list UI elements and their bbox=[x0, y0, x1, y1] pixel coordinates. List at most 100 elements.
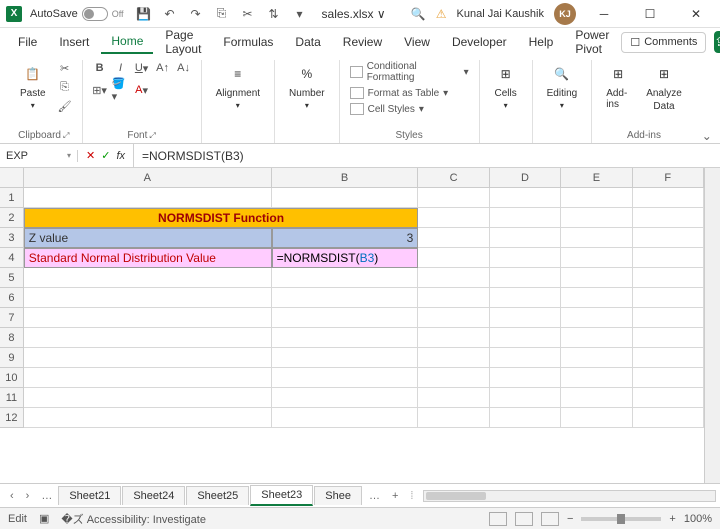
cell-F5[interactable] bbox=[633, 268, 704, 288]
select-all-corner[interactable] bbox=[0, 168, 24, 188]
row-header-8[interactable]: 8 bbox=[0, 328, 24, 348]
cell-F12[interactable] bbox=[633, 408, 704, 428]
col-header-F[interactable]: F bbox=[633, 168, 704, 188]
tab-nav-next[interactable]: › bbox=[20, 490, 36, 502]
cell-A11[interactable] bbox=[24, 388, 272, 408]
cell-E2[interactable] bbox=[561, 208, 632, 228]
cell-E11[interactable] bbox=[561, 388, 632, 408]
col-header-A[interactable]: A bbox=[24, 168, 272, 188]
tab-file[interactable]: File bbox=[8, 31, 47, 53]
cell-D7[interactable] bbox=[490, 308, 561, 328]
cell-A12[interactable] bbox=[24, 408, 272, 428]
row-header-7[interactable]: 7 bbox=[0, 308, 24, 328]
col-header-C[interactable]: C bbox=[418, 168, 489, 188]
row-header-10[interactable]: 10 bbox=[0, 368, 24, 388]
format-as-table-button[interactable]: Format as Table ▾ bbox=[348, 86, 471, 100]
cell-E1[interactable] bbox=[561, 188, 632, 208]
addins-button[interactable]: ⊞ Add-ins bbox=[600, 60, 636, 112]
cut-button[interactable]: ✂ bbox=[56, 60, 74, 76]
row-header-2[interactable]: 2 bbox=[0, 208, 24, 228]
cell-C3[interactable] bbox=[418, 228, 489, 248]
alignment-button[interactable]: ≡ Alignment ▾ bbox=[210, 60, 266, 112]
share-button[interactable]: ⇪▾ bbox=[714, 31, 720, 53]
cell-B11[interactable] bbox=[272, 388, 419, 408]
sheet-tab-partial[interactable]: Shee bbox=[314, 486, 362, 505]
cell-A4[interactable]: Standard Normal Distribution Value bbox=[24, 248, 272, 268]
cell-E5[interactable] bbox=[561, 268, 632, 288]
cell-F10[interactable] bbox=[633, 368, 704, 388]
copy-icon[interactable]: ⎘ bbox=[214, 6, 230, 22]
underline-button[interactable]: U▾ bbox=[133, 60, 151, 76]
tab-help[interactable]: Help bbox=[519, 31, 564, 53]
cell-D4[interactable] bbox=[490, 248, 561, 268]
sheet-tab-25[interactable]: Sheet25 bbox=[186, 486, 249, 505]
cell-B10[interactable] bbox=[272, 368, 419, 388]
col-header-B[interactable]: B bbox=[272, 168, 419, 188]
cell-F11[interactable] bbox=[633, 388, 704, 408]
decrease-font-button[interactable]: A↓ bbox=[175, 60, 193, 76]
maximize-button[interactable]: ☐ bbox=[632, 0, 668, 28]
grid[interactable]: A B C D E F 1 2NORMSDIST Function 3Z val… bbox=[0, 168, 704, 483]
cell-B1[interactable] bbox=[272, 188, 419, 208]
cell-C12[interactable] bbox=[418, 408, 489, 428]
cut-icon[interactable]: ✂ bbox=[240, 6, 256, 22]
cell-D5[interactable] bbox=[490, 268, 561, 288]
cell-E4[interactable] bbox=[561, 248, 632, 268]
conditional-formatting-button[interactable]: Conditional Formatting ▾ bbox=[348, 60, 471, 84]
border-button[interactable]: ⊞▾ bbox=[91, 82, 109, 98]
new-sheet-button[interactable]: + bbox=[386, 490, 404, 502]
cell-F7[interactable] bbox=[633, 308, 704, 328]
cell-B9[interactable] bbox=[272, 348, 419, 368]
cell-C1[interactable] bbox=[418, 188, 489, 208]
cell-E6[interactable] bbox=[561, 288, 632, 308]
italic-button[interactable]: I bbox=[112, 60, 130, 76]
cell-B5[interactable] bbox=[272, 268, 419, 288]
bold-button[interactable]: B bbox=[91, 60, 109, 76]
cell-A2-B2-merged[interactable]: NORMSDIST Function bbox=[24, 208, 418, 228]
cancel-formula-icon[interactable]: ✕ bbox=[86, 149, 95, 162]
row-header-4[interactable]: 4 bbox=[0, 248, 24, 268]
editing-button[interactable]: 🔍 Editing ▾ bbox=[541, 60, 584, 112]
undo-icon[interactable]: ↶ bbox=[162, 6, 178, 22]
fx-icon[interactable]: fx bbox=[116, 150, 125, 162]
tab-page-layout[interactable]: Page Layout bbox=[155, 24, 211, 60]
cell-C5[interactable] bbox=[418, 268, 489, 288]
cell-E8[interactable] bbox=[561, 328, 632, 348]
cell-E10[interactable] bbox=[561, 368, 632, 388]
copy-button[interactable]: ⎘ bbox=[56, 79, 74, 95]
row-header-5[interactable]: 5 bbox=[0, 268, 24, 288]
cell-F4[interactable] bbox=[633, 248, 704, 268]
cell-D12[interactable] bbox=[490, 408, 561, 428]
collapse-ribbon-button[interactable]: ⌄ bbox=[696, 129, 718, 143]
cell-D2[interactable] bbox=[490, 208, 561, 228]
cell-B4[interactable]: =NORMSDIST(B3) bbox=[272, 248, 419, 268]
tab-more-icon[interactable]: … bbox=[363, 490, 386, 502]
name-box[interactable]: EXP▾ bbox=[0, 150, 78, 162]
tab-developer[interactable]: Developer bbox=[442, 31, 517, 53]
cell-F8[interactable] bbox=[633, 328, 704, 348]
cell-D11[interactable] bbox=[490, 388, 561, 408]
increase-font-button[interactable]: A↑ bbox=[154, 60, 172, 76]
tab-formulas[interactable]: Formulas bbox=[213, 31, 283, 53]
cell-E7[interactable] bbox=[561, 308, 632, 328]
sheet-tab-24[interactable]: Sheet24 bbox=[122, 486, 185, 505]
warning-icon[interactable]: ⚠ bbox=[436, 7, 447, 21]
row-header-3[interactable]: 3 bbox=[0, 228, 24, 248]
cell-C7[interactable] bbox=[418, 308, 489, 328]
col-header-E[interactable]: E bbox=[561, 168, 632, 188]
cell-C4[interactable] bbox=[418, 248, 489, 268]
number-button[interactable]: % Number ▾ bbox=[283, 60, 331, 112]
cell-F2[interactable] bbox=[633, 208, 704, 228]
redo-icon[interactable]: ↷ bbox=[188, 6, 204, 22]
search-icon[interactable]: 🔍 bbox=[411, 7, 426, 21]
cell-A1[interactable] bbox=[24, 188, 272, 208]
accept-formula-icon[interactable]: ✓ bbox=[101, 149, 110, 162]
cell-C6[interactable] bbox=[418, 288, 489, 308]
cell-B12[interactable] bbox=[272, 408, 419, 428]
cells-button[interactable]: ⊞ Cells ▾ bbox=[488, 60, 524, 112]
cell-A5[interactable] bbox=[24, 268, 272, 288]
tab-insert[interactable]: Insert bbox=[49, 31, 99, 53]
cell-D6[interactable] bbox=[490, 288, 561, 308]
cell-B8[interactable] bbox=[272, 328, 419, 348]
cell-D10[interactable] bbox=[490, 368, 561, 388]
